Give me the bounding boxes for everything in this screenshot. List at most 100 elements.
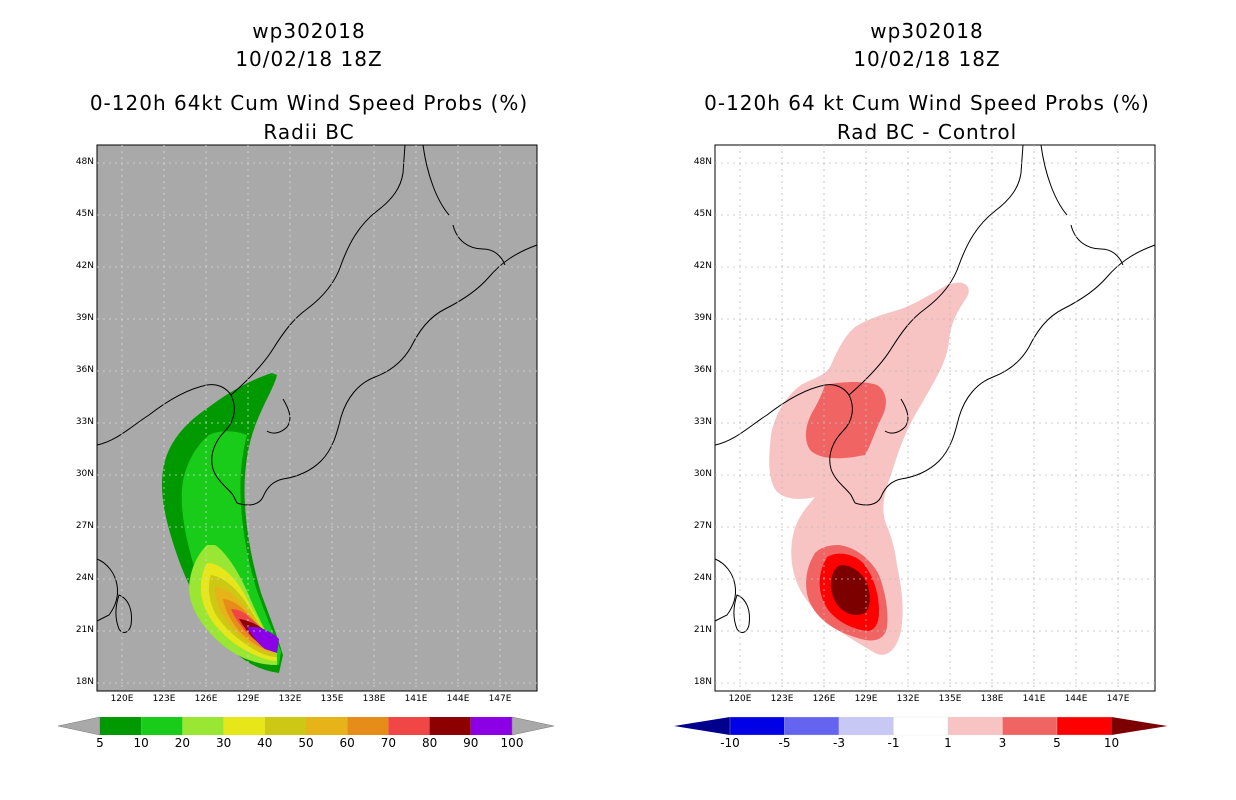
right-colorbar-box <box>893 716 949 736</box>
right-colorbar-label: 3 <box>998 736 1007 750</box>
right-lon-135E: 135E <box>938 694 962 704</box>
right-lat-42N: 42N <box>693 261 712 271</box>
left-colorbar-label: 80 <box>421 736 438 750</box>
right-lat-18N: 18N <box>693 677 712 687</box>
left-subtitle: Radii BC <box>263 120 355 144</box>
right-colorbar-box <box>947 716 1003 736</box>
left-lat-27N: 27N <box>75 521 94 531</box>
right-lon-144E: 144E <box>1064 694 1088 704</box>
left-lon-129E: 129E <box>236 694 260 704</box>
right-lon-132E: 132E <box>896 694 920 704</box>
right-map <box>714 144 1156 692</box>
diff-gt-10-contour <box>831 565 870 615</box>
left-colorbar-box <box>306 717 348 735</box>
left-colorbar-label: 10 <box>133 736 149 750</box>
right-title: 0-120h 64 kt Cum Wind Speed Probs (%) <box>704 91 1150 115</box>
right-lat-21N: 21N <box>693 625 712 635</box>
left-title: 0-120h 64kt Cum Wind Speed Probs (%) <box>89 91 529 115</box>
left-probability-contours <box>161 373 283 673</box>
left-lat-21N: 21N <box>75 625 94 635</box>
left-lon-135E: 135E <box>320 694 344 704</box>
right-lon-126E: 126E <box>812 694 836 704</box>
left-lon-132E: 132E <box>278 694 302 704</box>
right-difference-contours <box>769 282 969 655</box>
left-colorbar-label: 50 <box>298 736 314 750</box>
left-lat-42N: 42N <box>75 261 94 271</box>
left-colorbar-box <box>429 717 471 735</box>
right-colorbar-label: -5 <box>778 736 791 750</box>
right-datetime: 10/02/18 18Z <box>853 47 1001 71</box>
right-colorbar-box <box>838 716 894 736</box>
right-colorbar-label: 1 <box>944 736 952 750</box>
left-lon-123E: 123E <box>152 694 176 704</box>
right-colorbar-label: -3 <box>833 736 845 750</box>
left-lon-138E: 138E <box>362 694 386 704</box>
right-lat-39N: 39N <box>693 313 712 323</box>
left-colorbar-extend-low <box>57 716 101 736</box>
left-lon-120E: 120E <box>110 694 134 704</box>
left-colorbar-label: 60 <box>339 736 355 750</box>
right-lon-138E: 138E <box>980 694 1004 704</box>
right-subtitle: Rad BC - Control <box>836 120 1018 144</box>
right-lat-27N: 27N <box>693 521 712 531</box>
prob-90-100-contour <box>247 627 279 653</box>
left-colorbar <box>57 716 555 736</box>
right-lat-33N: 33N <box>693 417 712 427</box>
right-colorbar-extend-high <box>1111 717 1168 735</box>
right-colorbar-label: 5 <box>1053 736 1061 750</box>
right-colorbar-box <box>784 716 840 736</box>
left-lat-30N: 30N <box>75 469 94 479</box>
right-colorbar-box <box>729 716 785 736</box>
right-lon-129E: 129E <box>854 694 878 704</box>
right-panel: wp302018 10/02/18 18Z 0-120h 64 kt Cum W… <box>618 0 1236 800</box>
left-colorbar-label: 90 <box>463 736 479 750</box>
left-lon-126E: 126E <box>194 694 218 704</box>
left-datetime: 10/02/18 18Z <box>235 47 383 71</box>
left-storm-id: wp302018 <box>252 19 366 43</box>
right-lat-48N: 48N <box>693 157 712 167</box>
right-colorbar-label: -10 <box>720 736 740 750</box>
right-storm-id: wp302018 <box>870 19 984 43</box>
left-lat-36N: 36N <box>75 365 94 375</box>
right-colorbar-box <box>1002 716 1058 736</box>
right-colorbar-label: -1 <box>887 736 900 750</box>
left-colorbar-label: 70 <box>380 736 397 750</box>
left-colorbar-label: 30 <box>215 736 232 750</box>
right-colorbar-extend-low <box>674 717 730 735</box>
left-colorbar-label: 20 <box>174 736 191 750</box>
right-lat-24N: 24N <box>693 573 712 583</box>
right-lon-147E: 147E <box>1106 694 1130 704</box>
left-lon-147E: 147E <box>488 694 512 704</box>
right-lat-36N: 36N <box>693 365 712 375</box>
left-colorbar-box <box>264 717 306 735</box>
left-colorbar-box <box>141 717 183 735</box>
left-colorbar-box <box>100 717 142 735</box>
right-lat-30N: 30N <box>693 469 712 479</box>
left-map <box>96 144 538 692</box>
right-lon-141E: 141E <box>1022 694 1046 704</box>
left-colorbar-box <box>223 717 265 735</box>
left-lat-45N: 45N <box>75 209 94 219</box>
left-lon-141E: 141E <box>404 694 428 704</box>
left-colorbar-box <box>470 717 512 735</box>
right-coastlines <box>714 144 1156 633</box>
left-colorbar-label: 5 <box>96 736 104 750</box>
left-panel: wp302018 10/02/18 18Z 0-120h 64kt Cum Wi… <box>57 19 555 750</box>
right-lat-45N: 45N <box>693 209 712 219</box>
left-lon-144E: 144E <box>446 694 470 704</box>
left-colorbar-box <box>182 717 224 735</box>
right-lon-120E: 120E <box>728 694 752 704</box>
left-lat-33N: 33N <box>75 417 94 427</box>
left-map-background <box>96 144 538 692</box>
prob-10-contour <box>181 431 281 665</box>
left-colorbar-extend-high <box>511 716 555 736</box>
left-gridlines <box>97 145 537 691</box>
left-lat-39N: 39N <box>75 313 94 323</box>
left-colorbar-label: 40 <box>257 736 273 750</box>
left-lat-18N: 18N <box>75 677 94 687</box>
right-colorbar <box>674 716 1168 736</box>
left-colorbar-box <box>388 717 430 735</box>
left-colorbar-box <box>347 717 389 735</box>
left-lat-24N: 24N <box>75 573 94 583</box>
right-colorbar-label: 10 <box>1103 736 1120 750</box>
